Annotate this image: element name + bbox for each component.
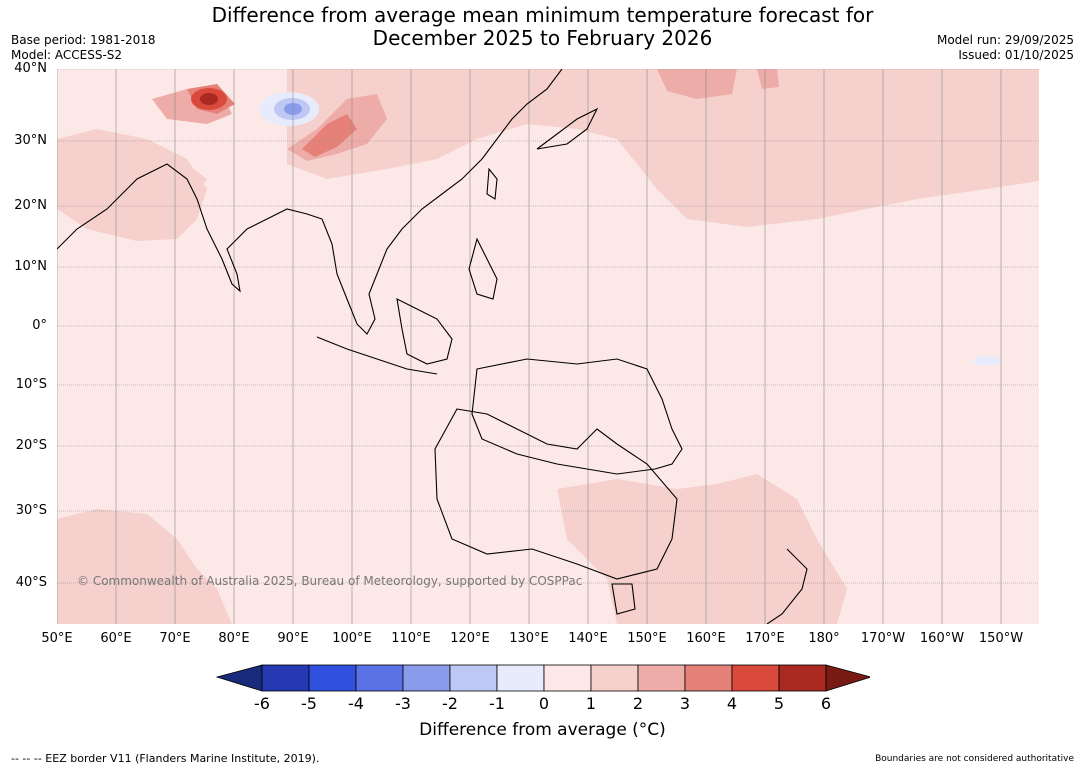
colorbar-segment <box>496 664 545 692</box>
latitude-label: 10°S <box>15 377 47 392</box>
longitude-label: 160°E <box>686 631 726 646</box>
anomaly-shading-negative <box>259 92 1001 366</box>
coast-philippines <box>468 237 498 300</box>
colorbar-segment <box>684 664 733 692</box>
colorbar-segment <box>261 664 310 692</box>
graticule <box>57 69 1039 624</box>
title-line-1: Difference from average mean minimum tem… <box>211 3 874 27</box>
copyright-notice: © Commonwealth of Australia 2025, Bureau… <box>77 574 583 588</box>
meta-left: Base period: 1981-2018 Model: ACCESS-S2 <box>11 33 156 63</box>
longitude-label: 70°E <box>159 631 191 646</box>
coast-se-asia-china <box>321 69 563 335</box>
longitude-label: 50°E <box>41 631 73 646</box>
longitude-label: 60°E <box>100 631 132 646</box>
colorbar <box>215 664 870 692</box>
coast-indonesia <box>316 336 438 375</box>
colorbar-tick-label: 3 <box>679 694 691 713</box>
title-line-2: December 2025 to February 2026 <box>372 26 713 50</box>
meta-right: Model run: 29/09/2025 Issued: 01/10/2025 <box>937 33 1074 63</box>
latitude-label: 0° <box>32 318 47 333</box>
colorbar-tick-label: -1 <box>489 694 505 713</box>
longitude-label: 100°E <box>332 631 372 646</box>
longitude-label: 110°E <box>391 631 431 646</box>
coast-india-arabia <box>57 163 323 293</box>
colorbar-segment <box>637 664 686 692</box>
colorbar-tick-label: -3 <box>395 694 411 713</box>
coast-australia <box>434 408 678 580</box>
coastlines <box>57 69 808 624</box>
colorbar-segment <box>402 664 451 692</box>
colorbar-tick-label: 6 <box>820 694 832 713</box>
longitude-label: 90°E <box>277 631 309 646</box>
colorbar-tick-label: 4 <box>726 694 738 713</box>
latitude-label: 10°N <box>14 259 47 274</box>
colorbar-tick-label: 5 <box>773 694 785 713</box>
model-run-text: Model run: 29/09/2025 <box>936 33 1074 47</box>
latitude-label: 30°N <box>14 133 47 148</box>
anomaly-shading-4-6 <box>191 88 227 110</box>
longitude-label: 120°E <box>450 631 490 646</box>
colorbar-arrow-low <box>215 664 263 692</box>
coast-taiwan <box>486 167 498 200</box>
colorbar-segment <box>543 664 592 692</box>
colorbar-tick-label: 1 <box>585 694 597 713</box>
coast-new-guinea <box>471 358 683 475</box>
latitude-label: 30°S <box>15 503 47 518</box>
longitude-label: 150°W <box>978 631 1024 646</box>
colorbar-tick-label: -4 <box>348 694 364 713</box>
colorbar-tick-label: -5 <box>301 694 317 713</box>
longitude-label: 180° <box>808 631 840 646</box>
longitude-label: 170°W <box>860 631 906 646</box>
map-canvas <box>57 69 1039 624</box>
issued-text: Issued: 01/10/2025 <box>958 48 1074 62</box>
colorbar-arrow-high <box>825 664 870 692</box>
base-period-text: Base period: 1981-2018 <box>11 33 156 47</box>
latitude-label: 20°S <box>15 438 47 453</box>
coast-new-zealand <box>766 548 808 624</box>
colorbar-tick-label: 0 <box>538 694 550 713</box>
colorbar-tick-label: 2 <box>632 694 644 713</box>
colorbar-segment <box>778 664 827 692</box>
colorbar-segment <box>308 664 357 692</box>
longitude-label: 80°E <box>218 631 250 646</box>
colorbar-segments <box>215 664 870 692</box>
colorbar-label: Difference from average (°C) <box>419 720 666 740</box>
colorbar-tick-label: -2 <box>442 694 458 713</box>
latitude-label: 20°N <box>14 198 47 213</box>
colorbar-segment <box>590 664 639 692</box>
forecast-map: © Commonwealth of Australia 2025, Bureau… <box>57 69 1039 624</box>
eez-legend: -- -- -- EEZ border V11 (Flanders Marine… <box>11 752 320 765</box>
coast-tasmania <box>611 583 636 615</box>
longitude-label: 140°E <box>568 631 608 646</box>
boundaries-disclaimer: Boundaries are not considered authoritat… <box>875 754 1074 764</box>
longitude-label: 160°W <box>919 631 965 646</box>
longitude-label: 170°E <box>745 631 785 646</box>
chart-title: Difference from average mean minimum tem… <box>0 4 1085 50</box>
coast-japan <box>536 107 599 150</box>
model-text: Model: ACCESS-S2 <box>11 48 123 62</box>
longitude-label: 150°E <box>627 631 667 646</box>
colorbar-segment <box>355 664 404 692</box>
anomaly-shading-1-2 <box>57 69 1039 624</box>
colorbar-tick-label: -6 <box>254 694 270 713</box>
latitude-label: 40°S <box>15 575 47 590</box>
colorbar-segment <box>449 664 498 692</box>
latitude-label: 40°N <box>14 61 47 76</box>
coast-borneo <box>396 298 453 365</box>
colorbar-segment <box>731 664 780 692</box>
longitude-label: 130°E <box>509 631 549 646</box>
